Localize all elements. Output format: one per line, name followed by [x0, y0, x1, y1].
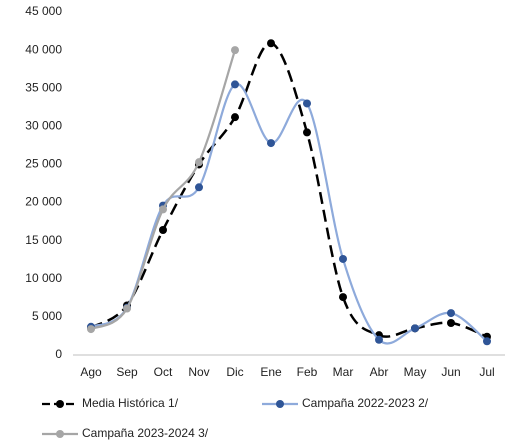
- x-tick-label: Dic: [226, 365, 243, 379]
- x-tick-label: Jul: [479, 365, 494, 379]
- x-tick-label: Feb: [297, 365, 318, 379]
- data-point: [411, 324, 419, 333]
- data-point: [87, 325, 95, 334]
- data-point: [231, 80, 239, 89]
- x-tick-label: Jun: [441, 365, 460, 379]
- y-tick-label: 25 000: [25, 157, 62, 171]
- data-point: [447, 318, 455, 327]
- data-point: [231, 46, 239, 55]
- y-tick-label: 20 000: [25, 195, 62, 209]
- y-tick-label: 40 000: [25, 42, 62, 56]
- legend-marker: [276, 400, 284, 408]
- x-tick-label: Sep: [116, 365, 138, 379]
- data-point: [303, 128, 311, 137]
- x-tick-label: May: [404, 365, 427, 379]
- y-tick-label: 10 000: [25, 271, 62, 285]
- x-tick-label: Oct: [154, 365, 173, 379]
- data-point: [159, 225, 167, 234]
- series-line: [90, 83, 488, 345]
- data-point: [339, 254, 347, 263]
- y-tick-label: 35 000: [25, 80, 62, 94]
- data-point: [123, 304, 131, 313]
- data-point: [375, 335, 383, 344]
- data-point: [267, 39, 275, 48]
- legend-label: Campaña 2022-2023 2/: [302, 396, 429, 410]
- data-point: [303, 99, 311, 108]
- legend-label: Campaña 2023-2024 3/: [82, 426, 209, 440]
- legend-marker: [56, 400, 64, 408]
- y-tick-label: 5 000: [32, 309, 62, 323]
- x-tick-label: Abr: [370, 365, 389, 379]
- x-tick-label: Ago: [80, 365, 102, 379]
- x-tick-label: Nov: [188, 365, 209, 379]
- data-point: [159, 205, 167, 214]
- y-tick-label: 0: [55, 347, 62, 361]
- y-tick-label: 15 000: [25, 233, 62, 247]
- series-line: [90, 42, 488, 338]
- data-point: [483, 337, 491, 346]
- data-point: [231, 113, 239, 122]
- data-point: [195, 158, 203, 167]
- y-tick-label: 45 000: [25, 4, 62, 18]
- legend-label: Media Histórica 1/: [82, 396, 179, 410]
- data-point: [267, 139, 275, 148]
- data-point: [447, 309, 455, 318]
- y-tick-label: 30 000: [25, 119, 62, 133]
- x-tick-label: Ene: [260, 365, 282, 379]
- data-point: [339, 293, 347, 302]
- x-tick-label: Mar: [333, 365, 354, 379]
- series-line: [90, 49, 237, 331]
- data-point: [195, 183, 203, 192]
- legend-marker: [56, 430, 64, 438]
